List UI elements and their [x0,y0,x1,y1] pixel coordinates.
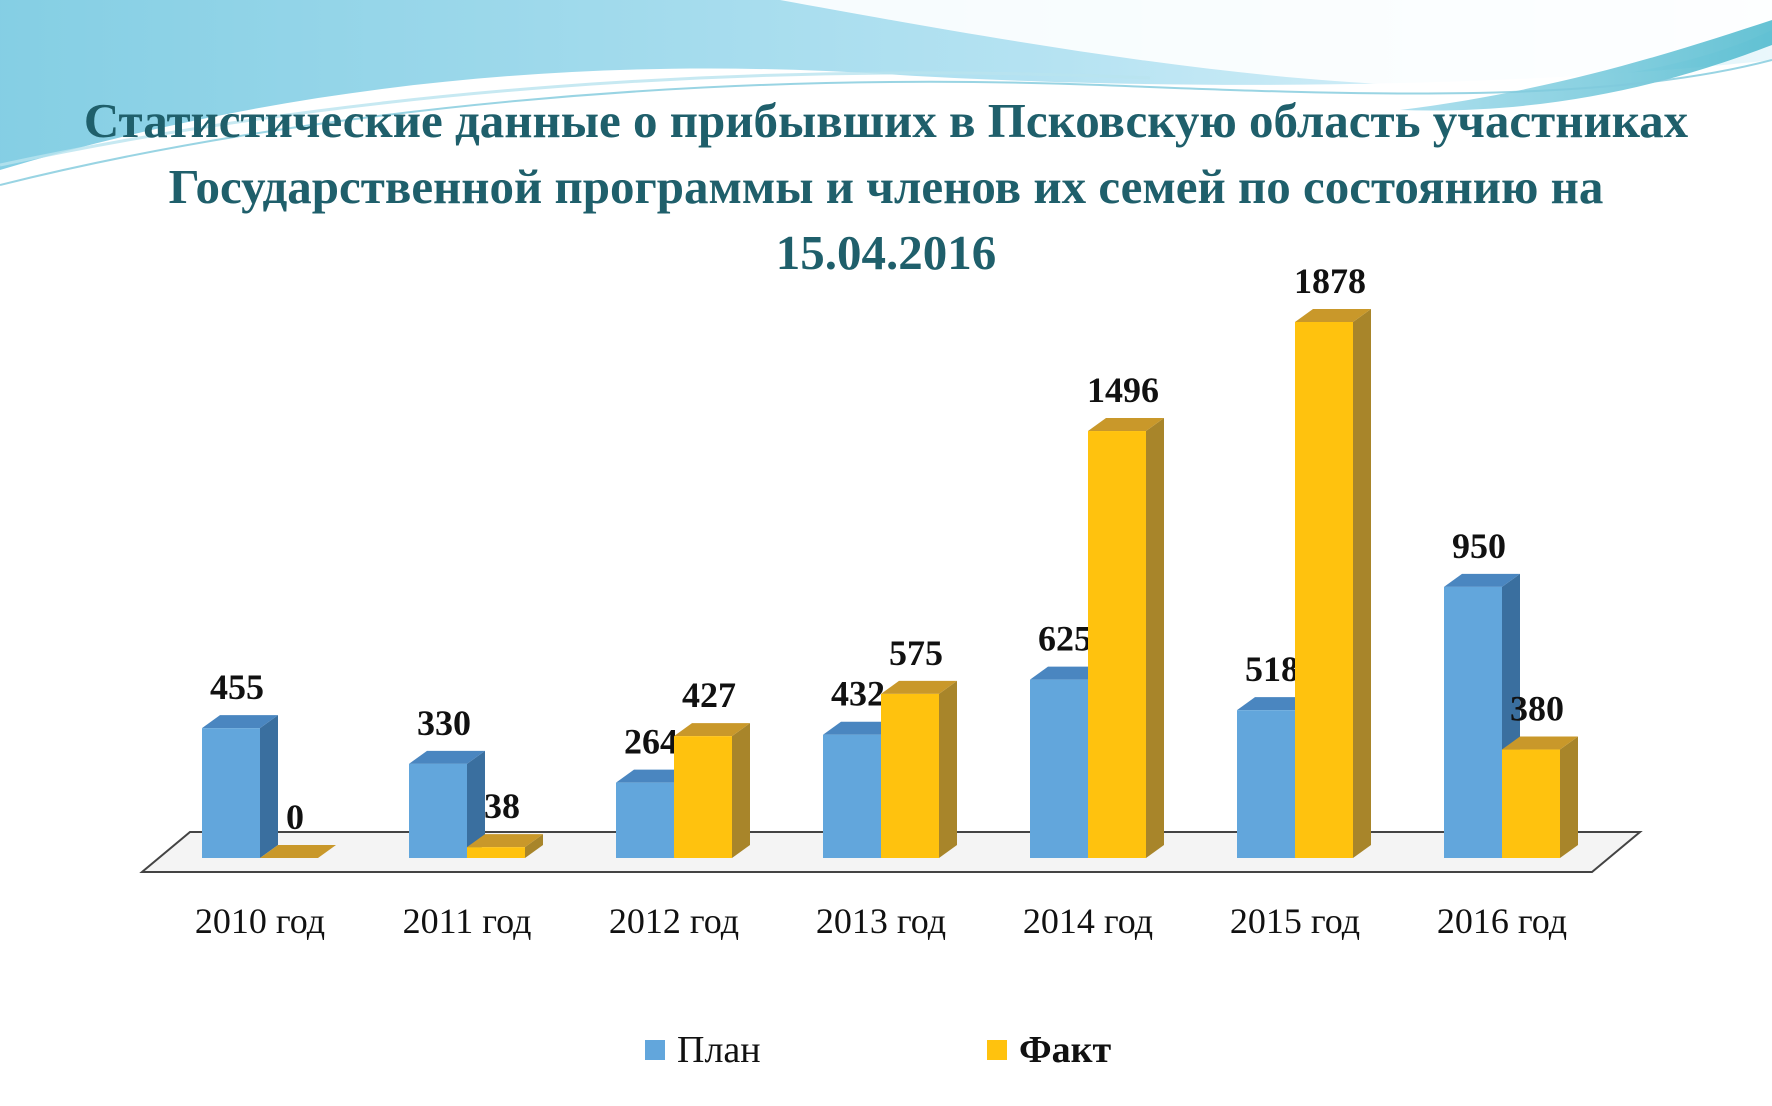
bar-plan-1 [202,715,278,858]
category-label-2: 2011 год [403,901,532,941]
value-label-plan-7: 950 [1452,526,1506,566]
value-label-plan-5: 625 [1038,619,1092,659]
value-label-plan-3: 264 [624,722,678,762]
value-label-fact-6: 1878 [1294,261,1366,301]
bar-fact-2 [467,834,543,858]
slide-title: Статистические данные о прибывших в Пско… [83,93,1689,280]
legend-item-plan: План [645,1020,761,1080]
legend-swatch-fact [987,1040,1007,1060]
value-label-plan-1: 455 [210,667,264,707]
value-label-plan-6: 518 [1245,649,1299,689]
value-label-fact-5: 1496 [1087,370,1159,410]
value-label-fact-4: 575 [889,633,943,673]
bar-fact-7 [1502,736,1578,858]
chart-legend: План Факт [0,1020,1772,1080]
value-label-fact-2: 38 [484,786,520,826]
value-label-plan-2: 330 [417,703,471,743]
bar-plan-2 [409,750,485,858]
bar-fact-5 [1088,418,1164,858]
category-label-1: 2010 год [195,901,325,941]
category-label-3: 2012 год [609,901,739,941]
bar-fact-1 [260,845,336,858]
value-label-fact-7: 380 [1510,689,1564,729]
bar-fact-6 [1295,309,1371,858]
category-label-5: 2014 год [1023,901,1153,941]
legend-item-fact: Факт [987,1020,1111,1080]
legend-label-plan: План [677,1029,761,1071]
category-label-6: 2015 год [1230,901,1360,941]
legend-label-fact: Факт [1019,1029,1112,1071]
value-label-plan-4: 432 [831,674,885,714]
bar-fact-3 [674,723,750,858]
bar-fact-4 [881,680,957,858]
value-label-fact-1: 0 [286,797,304,837]
category-label-7: 2016 год [1437,901,1567,941]
category-label-4: 2013 год [816,901,946,941]
value-label-fact-3: 427 [682,675,736,715]
legend-swatch-plan [645,1040,665,1060]
